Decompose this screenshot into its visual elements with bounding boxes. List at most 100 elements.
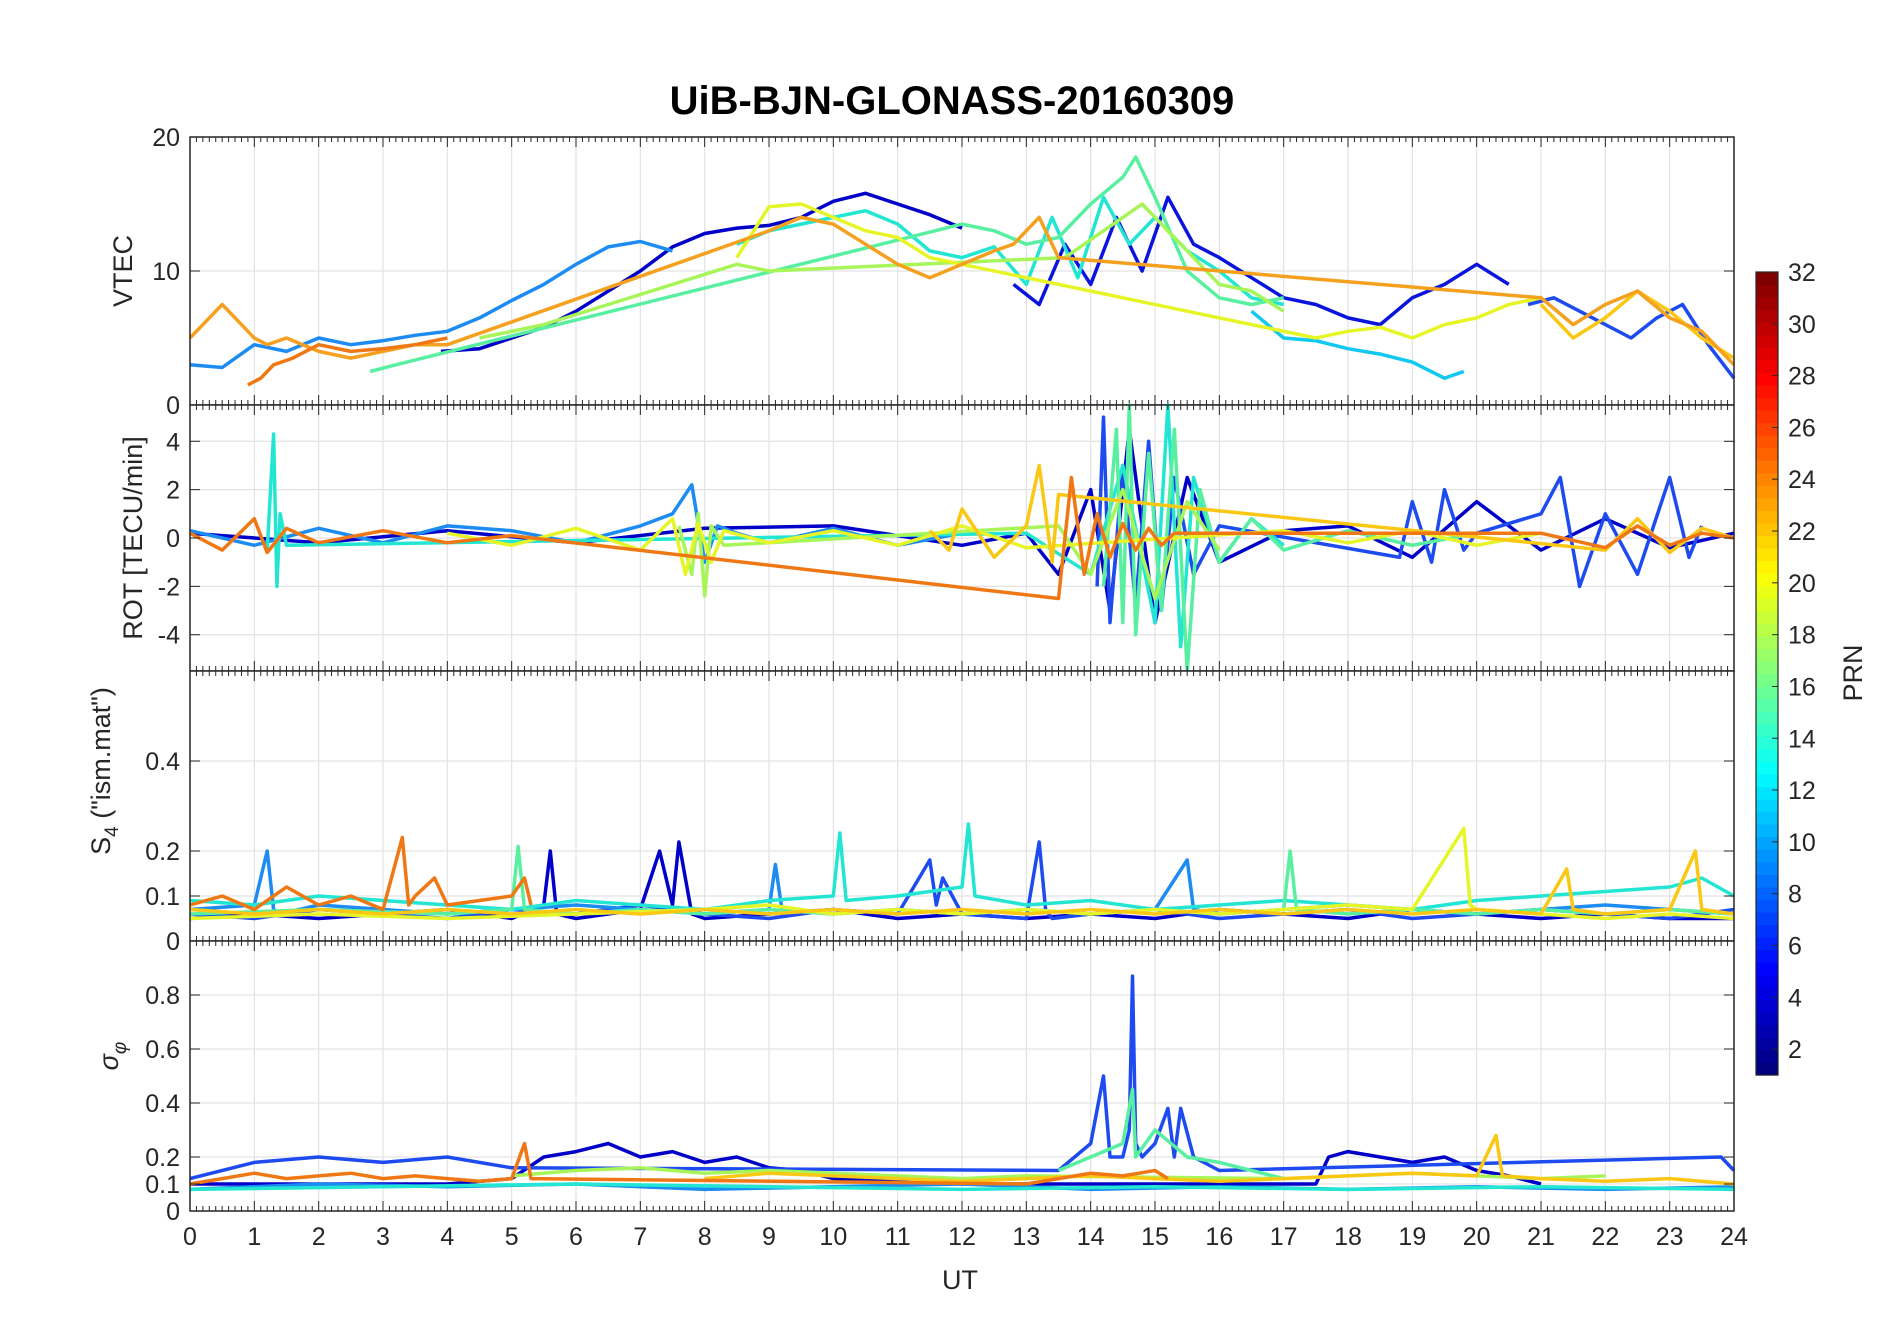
colorbar-swatch xyxy=(1756,1024,1778,1038)
colorbar-tick-label: 30 xyxy=(1788,311,1816,339)
colorbar-swatch xyxy=(1756,334,1778,348)
series-group xyxy=(189,974,1736,1192)
series-line-prn-19 xyxy=(735,202,1542,340)
colorbar-swatch xyxy=(1756,610,1778,624)
colorbar-swatch xyxy=(1756,911,1778,926)
series-line-prn-6 xyxy=(189,974,1736,1181)
series-group xyxy=(189,403,1735,673)
y-axis-label: ROT [TECU/min] xyxy=(118,436,148,640)
y-axis-label: σφ xyxy=(94,1042,131,1071)
colorbar-swatch xyxy=(1756,798,1778,813)
colorbar-frame xyxy=(1755,271,1779,1076)
x-tick-label: 1 xyxy=(247,1223,261,1251)
colorbar-swatch xyxy=(1756,422,1778,436)
x-tick-label: 18 xyxy=(1334,1223,1362,1251)
colorbar-swatch xyxy=(1756,585,1778,599)
y-tick-label: 0.1 xyxy=(145,1171,180,1199)
x-tick-label: 15 xyxy=(1141,1223,1169,1251)
series-line-prn-21 xyxy=(189,849,1735,916)
colorbar-swatch xyxy=(1756,936,1778,951)
series-line-prn-4 xyxy=(1012,195,1510,327)
x-tick-label: 11 xyxy=(885,1223,911,1251)
colorbar-swatch xyxy=(1756,711,1778,725)
colorbar-swatch xyxy=(1756,748,1778,762)
x-tick-label: 0 xyxy=(183,1223,197,1251)
x-tick-label: 8 xyxy=(698,1223,712,1251)
y-tick-label: 0.2 xyxy=(145,838,180,866)
colorbar-swatch xyxy=(1756,648,1778,662)
y-tick-label: 0.4 xyxy=(145,748,180,776)
colorbar-swatch xyxy=(1756,886,1778,900)
colorbar-swatch xyxy=(1756,698,1778,712)
colorbar-swatch xyxy=(1756,560,1778,574)
x-tick-label: 19 xyxy=(1398,1223,1426,1251)
series-line-prn-16 xyxy=(1101,403,1478,673)
panel-s4: 0 0.1 0.2 0.4 S4 ("ism.mat") xyxy=(86,670,1735,956)
x-tick-label: 5 xyxy=(505,1223,519,1251)
colorbar-swatch xyxy=(1756,272,1778,286)
colorbar-tick-label: 6 xyxy=(1788,932,1802,960)
colorbar-swatch xyxy=(1756,410,1778,424)
colorbar-swatch xyxy=(1756,673,1778,687)
series-line-prn-24 xyxy=(189,835,533,912)
colorbar-swatch xyxy=(1756,899,1778,913)
colorbar-swatch xyxy=(1756,1049,1778,1064)
colorbar-tick-label: 32 xyxy=(1788,259,1816,287)
y-tick-label: 20 xyxy=(152,124,180,152)
x-tick-label: 22 xyxy=(1591,1223,1619,1251)
colorbar-swatch xyxy=(1756,924,1778,938)
y-tick-label: 4 xyxy=(166,428,180,456)
colorbar-swatch xyxy=(1756,397,1778,411)
colorbar-tick-label: 26 xyxy=(1788,414,1816,442)
panel-sigma_phi: 00.10.20.40.60.80 1 2 3 4 5 6 7 8 9 10 11 12 13 14 15 16… xyxy=(94,940,1748,1251)
colorbar-tick-label: 2 xyxy=(1788,1036,1802,1064)
x-tick-label: 20 xyxy=(1463,1223,1491,1251)
series-line-prn-21 xyxy=(928,463,1735,564)
colorbar-swatch xyxy=(1756,736,1778,750)
colorbar-swatch xyxy=(1756,359,1778,373)
x-tick-label: 4 xyxy=(440,1223,454,1251)
series-group xyxy=(188,155,1736,387)
colorbar-tick-label: 14 xyxy=(1788,725,1816,753)
y-tick-label: -2 xyxy=(158,573,180,601)
colorbar-swatch xyxy=(1756,686,1778,700)
series-line-prn-9 xyxy=(189,239,673,370)
y-axis-label: VTEC xyxy=(108,235,138,307)
x-tick-label: 12 xyxy=(948,1223,976,1251)
colorbar-swatch xyxy=(1756,999,1778,1013)
colorbar-tick-label: 18 xyxy=(1788,622,1816,650)
colorbar-swatch xyxy=(1756,849,1778,863)
colorbar-swatch xyxy=(1756,723,1778,737)
colorbar-swatch xyxy=(1756,322,1778,336)
colorbar-swatch xyxy=(1756,510,1778,524)
y-tick-label: 0 xyxy=(166,1198,180,1226)
series-line-prn-15 xyxy=(369,155,1285,374)
y-tick-label: -4 xyxy=(158,622,180,650)
colorbar-swatch xyxy=(1756,447,1778,461)
colorbar-swatch xyxy=(1756,372,1778,386)
colorbar-swatch xyxy=(1756,535,1778,549)
colorbar-swatch xyxy=(1756,1062,1778,1076)
colorbar-swatch xyxy=(1756,623,1778,637)
x-tick-label: 9 xyxy=(762,1223,776,1251)
y-tick-label: 0 xyxy=(166,928,180,956)
colorbar-swatch xyxy=(1756,522,1778,537)
colorbar-swatch xyxy=(1756,460,1778,474)
panel-vtec: 0 10 20 VTEC xyxy=(108,124,1736,420)
series-line-prn-23 xyxy=(188,215,1736,367)
colorbar-swatch xyxy=(1756,472,1778,486)
colorbar-swatch xyxy=(1756,962,1778,976)
colorbar-swatch xyxy=(1756,435,1778,449)
colorbar-swatch xyxy=(1756,949,1778,963)
colorbar-swatch xyxy=(1756,384,1778,399)
colorbar-swatch xyxy=(1756,297,1778,311)
y-tick-label: 0 xyxy=(166,392,180,420)
colorbar-tick-label: 20 xyxy=(1788,570,1816,598)
colorbar-tick-label: 12 xyxy=(1788,777,1816,805)
colorbar-swatch xyxy=(1756,1012,1778,1026)
x-tick-label: 23 xyxy=(1656,1223,1684,1251)
series-line-prn-24 xyxy=(247,336,448,387)
x-tick-label: 13 xyxy=(1012,1223,1040,1251)
